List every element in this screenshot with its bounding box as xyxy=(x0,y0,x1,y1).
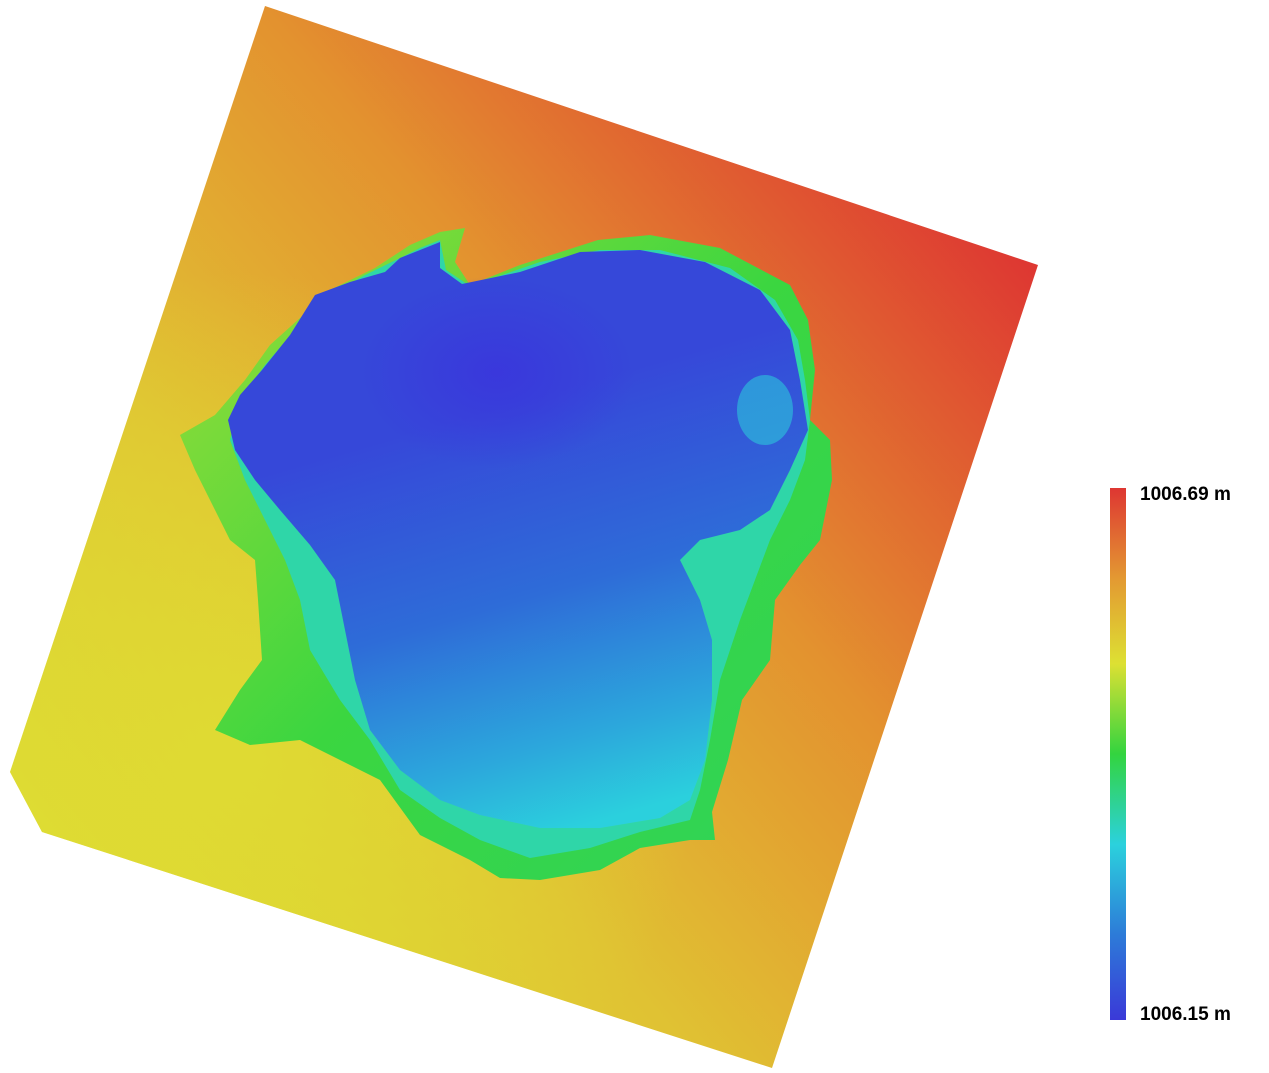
shallow-patch xyxy=(737,375,793,445)
color-scale-bar xyxy=(1110,488,1126,1020)
legend-max-label: 1006.69 m xyxy=(1140,484,1231,505)
deepest-area xyxy=(290,270,750,590)
elevation-legend: 1006.69 m 1006.15 m xyxy=(1110,484,1260,1044)
legend-min-label: 1006.15 m xyxy=(1140,1004,1231,1025)
